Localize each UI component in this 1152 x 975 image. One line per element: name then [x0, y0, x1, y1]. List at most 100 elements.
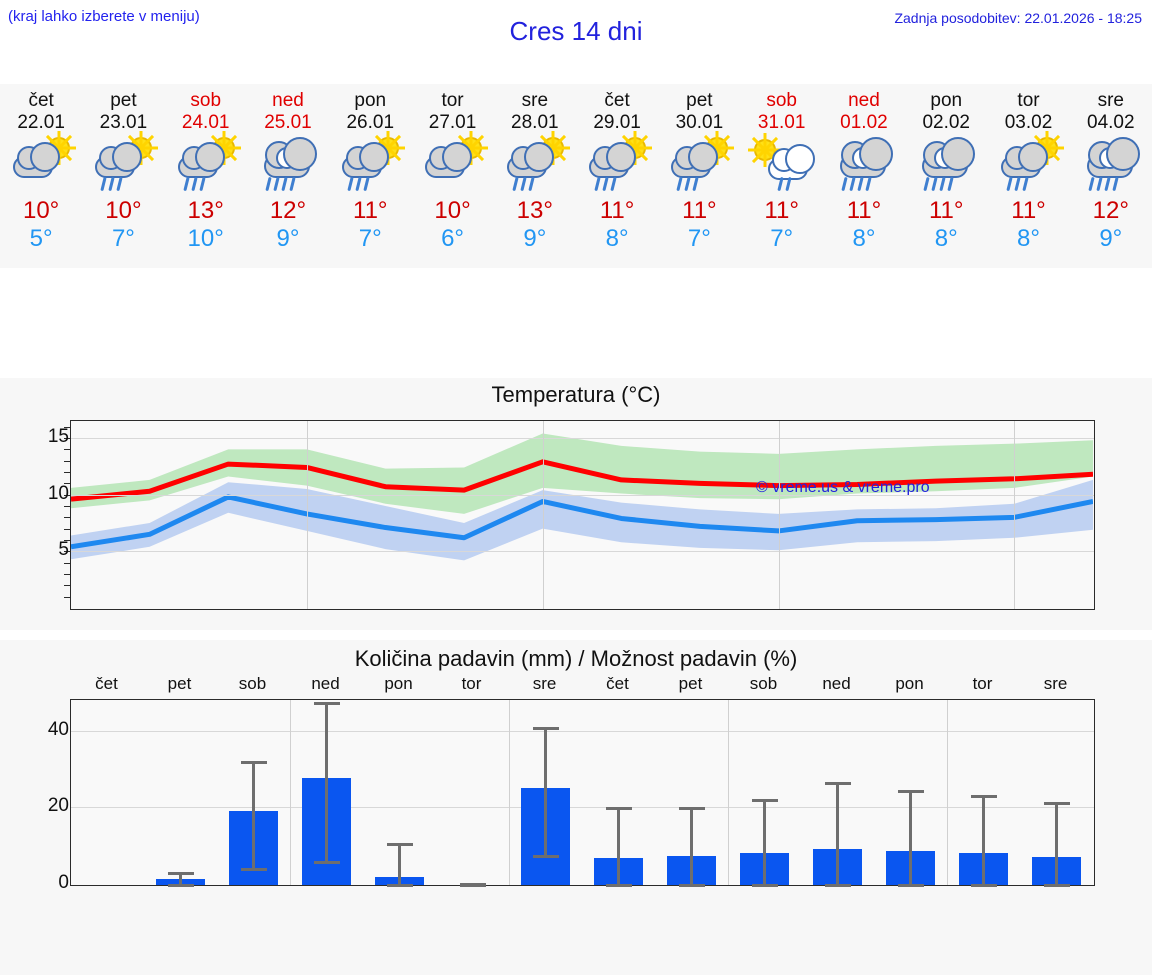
precipitation-chart-title: Količina padavin (mm) / Možnost padavin …: [354, 646, 798, 671]
cloud-icon: [839, 137, 893, 178]
max-temperature-label: 13°: [516, 197, 553, 224]
min-temperature-label: 5°: [29, 225, 53, 252]
day-column[interactable]: ned 01.02 11° 8°: [823, 84, 905, 268]
precipitation-day-label: sob: [749, 674, 778, 693]
precipitation-error-bar: [763, 798, 766, 884]
min-temperature-label: 7°: [358, 225, 382, 252]
day-column[interactable]: tor 27.01 10° 6°: [411, 84, 493, 268]
temperature-range-band: [71, 433, 1093, 514]
precipitation-day-label: sre: [532, 674, 557, 693]
error-bar-lower-cap: [824, 884, 851, 887]
max-temperature-label: 11°: [353, 197, 388, 224]
precipitation-chart-panel: Količina padavin (mm) / Možnost padavin …: [0, 640, 1152, 975]
weather-icon-sun-cloud-rain: [175, 134, 237, 194]
precipitation-error-bar: [179, 871, 182, 884]
min-temperature-label: 8°: [605, 225, 629, 252]
day-of-week-label: pet: [686, 90, 713, 111]
cloud-icon: [263, 137, 317, 178]
precipitation-error-bar: [617, 807, 620, 884]
day-column[interactable]: pet 23.01 10° 7°: [82, 84, 164, 268]
temperature-chart-title: Temperatura (°C): [491, 382, 661, 407]
location-menu-hint[interactable]: (kraj lahko izberete v meniju): [8, 8, 200, 25]
temperature-axis-tick: [64, 438, 71, 439]
precipitation-axis-label: 20: [47, 795, 69, 817]
error-bar-lower-cap: [751, 884, 778, 887]
error-bar-upper-cap: [751, 798, 778, 802]
error-bar-lower-cap: [605, 884, 632, 887]
min-temperature-label: 7°: [687, 225, 711, 252]
error-bar-upper-cap: [605, 807, 632, 811]
weather-icon-cloud-rain: [1080, 136, 1142, 194]
weather-icon-cloud-rain: [833, 136, 895, 194]
min-temperature-label: 9°: [1099, 225, 1123, 252]
error-bar-lower-cap: [313, 861, 340, 864]
precipitation-day-label: tor: [972, 674, 993, 693]
day-column[interactable]: čet 29.01 11° 8°: [576, 84, 658, 268]
precipitation-day-label: pet: [678, 674, 703, 693]
day-date-label: 23.01: [99, 112, 148, 133]
precipitation-axis-label: 40: [47, 718, 69, 740]
temperature-plot-area: © vreme.us & vreme.pro: [64, 420, 1095, 610]
temperature-axis-label: 5: [58, 539, 69, 561]
rain-drops-icon: [676, 176, 722, 194]
day-date-label: 02.02: [922, 112, 970, 133]
error-bar-lower-cap: [532, 854, 559, 858]
precipitation-day-label: pet: [167, 674, 192, 693]
temperature-series-svg: [71, 433, 1093, 561]
day-column[interactable]: sob 24.01 13° 10°: [165, 84, 247, 268]
rain-drops-icon: [265, 176, 311, 194]
day-column[interactable]: sre 04.02 12° 9°: [1070, 84, 1152, 268]
precipitation-day-gridline: [728, 700, 729, 885]
day-column[interactable]: pet 30.01 11° 7°: [658, 84, 740, 268]
cloud-icon: [671, 142, 719, 178]
precipitation-day-label: pon: [895, 674, 924, 693]
day-of-week-label: pet: [110, 90, 137, 111]
min-temperature-label: 8°: [934, 225, 958, 252]
day-column[interactable]: čet 22.01 10° 5°: [0, 84, 82, 268]
precipitation-day-label: sre: [1043, 674, 1068, 693]
precipitation-day-label: čet: [95, 674, 118, 693]
min-temperature-label: 9°: [523, 225, 547, 252]
day-column[interactable]: pon 26.01 11° 7°: [329, 84, 411, 268]
precipitation-plot-area: [70, 699, 1095, 887]
min-temperature-label: 9°: [276, 225, 300, 252]
precipitation-error-bar: [1055, 801, 1058, 884]
page-title: Cres 14 dni: [509, 16, 643, 46]
max-temperature-label: 12°: [269, 197, 307, 224]
precipitation-day-label: čet: [606, 674, 629, 693]
day-column[interactable]: pon 02.02 11° 8°: [905, 84, 987, 268]
temperature-axis-tick: [64, 585, 71, 587]
error-bar-lower-cap: [1043, 884, 1070, 887]
max-temperature-label: 11°: [599, 197, 635, 224]
day-date-label: 03.02: [1004, 112, 1053, 133]
day-of-week-label: sob: [190, 90, 222, 111]
day-column[interactable]: sre 28.01 13° 9°: [494, 84, 576, 268]
error-bar-upper-cap: [897, 790, 924, 794]
error-bar-lower-cap: [386, 884, 413, 887]
min-temperature-label: 6°: [441, 225, 465, 252]
precipitation-day-gridline: [290, 700, 291, 885]
max-temperature-label: 10°: [105, 197, 142, 224]
precipitation-day-label: ned: [311, 674, 340, 693]
temperature-gridline: [71, 551, 1094, 553]
rain-drops-icon: [512, 176, 558, 194]
day-of-week-label: čet: [604, 90, 630, 111]
weather-icon-cloud-rain: [915, 136, 977, 194]
copyright-label: © vreme.us & vreme.pro: [756, 479, 930, 496]
temperature-day-gridline: [1014, 421, 1016, 609]
temperature-axis-tick: [64, 426, 71, 428]
day-column[interactable]: tor 03.02 11° 8°: [987, 84, 1069, 268]
weather-icon-sun-cloud-rain: [92, 134, 155, 194]
day-of-week-label: tor: [441, 90, 464, 111]
day-column[interactable]: sob 31.01 11° 7°: [741, 84, 823, 268]
temperature-axis-tick: [64, 551, 71, 553]
rain-drops-icon: [1088, 176, 1134, 194]
day-column[interactable]: ned 25.01 12° 9°: [247, 84, 329, 268]
day-date-label: 01.02: [840, 112, 888, 133]
page-header: (kraj lahko izberete v meniju) Cres 14 d…: [0, 0, 1152, 84]
precipitation-day-gridline: [947, 700, 948, 885]
error-bar-lower-cap: [167, 884, 194, 887]
day-of-week-label: sre: [1097, 90, 1124, 111]
cloud-icon: [506, 142, 554, 178]
precipitation-day-label: tor: [461, 674, 482, 693]
